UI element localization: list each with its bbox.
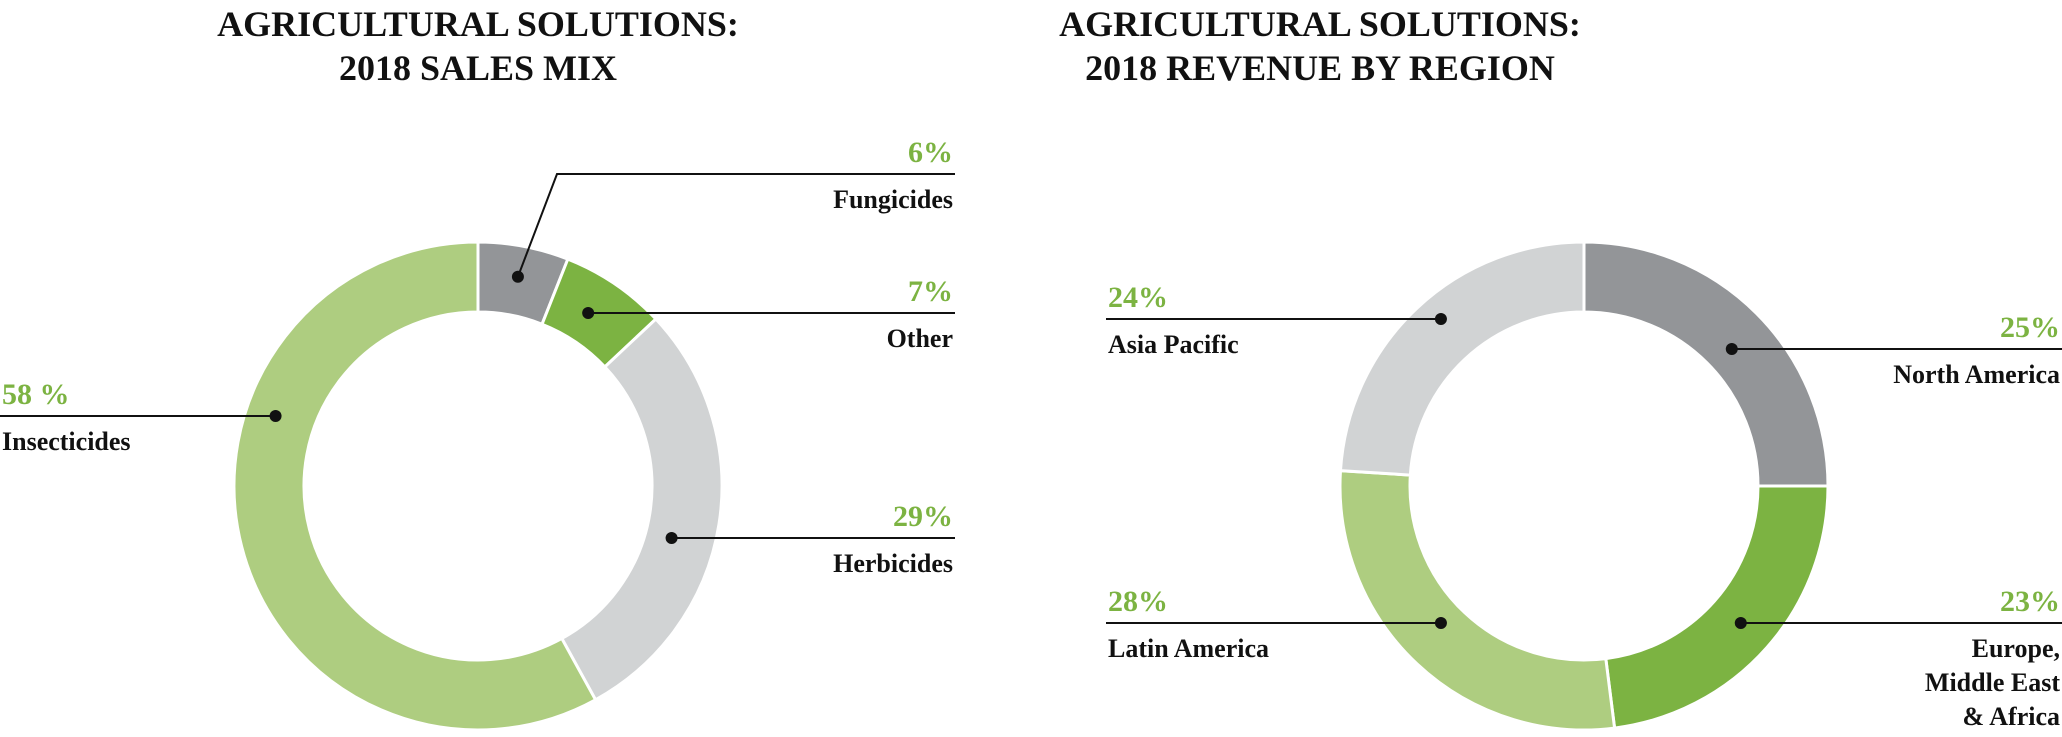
category-label-fungicides: Fungicides: [833, 185, 953, 214]
leader-dot-europe-middle-east-africa: [1734, 617, 1747, 629]
leader-dot-latin-america: [1434, 617, 1447, 629]
leader-dot-north-america: [1725, 343, 1738, 355]
value-label-other: 7%: [908, 275, 953, 308]
slice-europe-middle-east-africa: [1604, 484, 1830, 730]
chart-title-line-2: 2018 SALES MIX: [338, 48, 618, 88]
chart-title-line-1: AGRICULTURAL SOLUTIONS:: [1059, 4, 1581, 44]
category-label-europe-middle-east-africa: & Africa: [1963, 702, 2060, 731]
slice-herbicides: [559, 316, 724, 702]
value-label-europe-middle-east-africa: 23%: [2000, 585, 2060, 618]
value-label-asia-pacific: 24%: [1108, 281, 1168, 314]
category-label-herbicides: Herbicides: [833, 549, 953, 578]
value-label-latin-america: 28%: [1108, 585, 1168, 618]
category-label-asia-pacific: Asia Pacific: [1108, 330, 1239, 359]
category-label-latin-america: Latin America: [1108, 634, 1269, 663]
slice-insecticides: [232, 240, 598, 732]
leader-dot-fungicides: [511, 270, 524, 283]
value-label-insecticides: 58 %: [2, 378, 70, 411]
chart-title-sales-mix: AGRICULTURAL SOLUTIONS: 2018 SALES MIX: [128, 2, 828, 90]
donut-chart-1: 6% Fungicides 7% Other 29% Herbicides 58 % Inse…: [0, 136, 955, 732]
category-label-europe-middle-east-africa: Middle East: [1925, 668, 2060, 697]
value-label-herbicides: 29%: [893, 500, 953, 533]
leader-dot-insecticides: [269, 410, 282, 422]
slice-asia-pacific: [1338, 240, 1586, 477]
slice-north-america: [1582, 240, 1830, 488]
category-label-europe-middle-east-africa: Europe,: [1972, 634, 2060, 663]
leader-dot-herbicides: [665, 532, 678, 544]
donut-chart-2: 25% North America 23% Europe, Middle East & A…: [1106, 240, 2062, 732]
category-label-insecticides: Insecticides: [2, 427, 131, 456]
slice-latin-america: [1338, 469, 1617, 732]
category-label-other: Other: [887, 324, 953, 353]
chart-title-line-1: AGRICULTURAL SOLUTIONS:: [217, 4, 739, 44]
value-label-fungicides: 6%: [908, 136, 953, 169]
leader-line-fungicides: [516, 173, 955, 278]
chart-title-revenue-by-region: AGRICULTURAL SOLUTIONS: 2018 REVENUE BY …: [970, 2, 1670, 90]
value-label-north-america: 25%: [2000, 311, 2060, 344]
category-label-north-america: North America: [1893, 360, 2060, 389]
leader-dot-asia-pacific: [1434, 313, 1447, 325]
leader-dot-other: [582, 307, 595, 319]
chart-title-line-2: 2018 REVENUE BY REGION: [1085, 48, 1555, 88]
